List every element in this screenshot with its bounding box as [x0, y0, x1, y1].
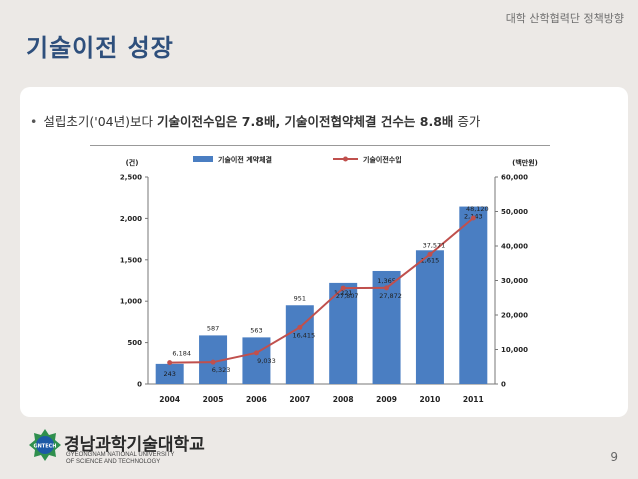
- x-tick-label: 2006: [246, 395, 267, 404]
- right-tick-label: 60,000: [501, 174, 528, 182]
- left-tick-label: 500: [127, 339, 142, 347]
- content-panel: • 설립초기('04년)보다 기술이전수입은 7.8배, 기술이전협약체결 건수는…: [20, 87, 628, 417]
- revenue-line: [169, 217, 474, 364]
- bar-2004: [155, 363, 184, 384]
- revenue-point-2009: [384, 285, 390, 291]
- summary-bullet: • 설립초기('04년)보다 기술이전수입은 7.8배, 기술이전협약체결 건수는…: [30, 111, 480, 130]
- right-axis-label: (백만원): [512, 158, 538, 167]
- left-axis-label: (건): [126, 158, 139, 167]
- left-tick-label: 1,000: [120, 298, 142, 306]
- line-data-label: 9,033: [257, 357, 276, 365]
- bar-data-label: 951: [294, 294, 306, 302]
- line-data-label: 6,184: [172, 350, 191, 358]
- x-tick-label: 2007: [289, 395, 310, 404]
- bullet-post: 증가: [453, 114, 481, 129]
- page-number: 9: [610, 450, 618, 464]
- bar-data-label: 563: [250, 326, 262, 334]
- x-tick-label: 2009: [376, 395, 397, 404]
- bar-2008: [329, 282, 358, 384]
- right-tick-label: 20,000: [501, 312, 528, 320]
- legend-line-marker: [343, 156, 348, 162]
- right-tick-label: 40,000: [501, 243, 528, 251]
- bar-2011: [459, 206, 488, 384]
- line-data-label: 48,120: [466, 205, 489, 213]
- header-subtitle: 대학 산학협력단 정책방향: [505, 12, 624, 25]
- divider: [90, 145, 550, 146]
- revenue-point-2010: [427, 251, 433, 257]
- revenue-point-2005: [210, 359, 216, 365]
- university-logo-icon: GNTECH: [29, 429, 61, 461]
- legend-bar-label: 기술이전 계약체결: [218, 155, 272, 164]
- right-tick-label: 10,000: [501, 346, 528, 354]
- revenue-point-2008: [340, 285, 346, 291]
- university-name-en-2: OF SCIENCE AND TECHNOLOGY: [66, 459, 161, 465]
- x-tick-label: 2004: [159, 395, 180, 404]
- line-data-label: 27,807: [336, 292, 359, 300]
- bar-data-label: 243: [163, 370, 175, 378]
- page-title: 기술이전 성장: [26, 34, 174, 62]
- bullet-dot-icon: •: [30, 114, 38, 129]
- tech-transfer-chart: 0 500 1,000 1,500 2,000 2,500 (건) 0 10,000 20,000…: [120, 155, 538, 404]
- left-tick-label: 0: [137, 381, 142, 389]
- university-name-ko: 경남과학기술대학교: [64, 435, 205, 455]
- revenue-point-2011: [470, 215, 476, 221]
- bar-data-label: 587: [207, 324, 219, 332]
- right-tick-label: 30,000: [501, 277, 528, 285]
- university-name-en-1: GYEONGNAM NATIONAL UNIVERSITY: [66, 452, 175, 458]
- legend-line-label: 기술이전수입: [363, 155, 402, 164]
- x-tick-label: 2005: [203, 395, 224, 404]
- bar-2006: [242, 337, 271, 384]
- line-data-label: 27,872: [379, 292, 402, 300]
- x-tick-label: 2008: [333, 395, 354, 404]
- line-data-label: 16,415: [292, 331, 315, 339]
- bar-2007: [285, 305, 314, 384]
- legend-bar-swatch: [193, 156, 213, 162]
- left-tick-label: 2,500: [120, 174, 142, 182]
- bar-2010: [415, 250, 444, 384]
- revenue-point-2007: [297, 324, 303, 330]
- logo-text: GNTECH: [34, 444, 57, 450]
- bullet-pre: 설립초기('04년)보다: [43, 114, 157, 129]
- bar-data-label: 1,615: [421, 256, 440, 264]
- x-tick-label: 2011: [463, 395, 484, 404]
- bullet-bold: 기술이전수입은 7.8배, 기술이전협약체결 건수는 8.8배: [156, 114, 454, 129]
- right-tick-label: 0: [501, 381, 506, 389]
- bar-data-label: 1,365: [377, 277, 396, 285]
- x-tick-label: 2010: [420, 395, 441, 404]
- left-tick-label: 2,000: [120, 215, 142, 223]
- right-tick-label: 50,000: [501, 208, 528, 216]
- revenue-point-2004: [167, 360, 173, 366]
- line-data-label: 6,323: [212, 366, 231, 374]
- revenue-point-2006: [253, 350, 259, 356]
- line-data-label: 37,571: [423, 241, 446, 249]
- left-tick-label: 1,500: [120, 256, 142, 264]
- bar-data-label: 1,221: [334, 289, 353, 297]
